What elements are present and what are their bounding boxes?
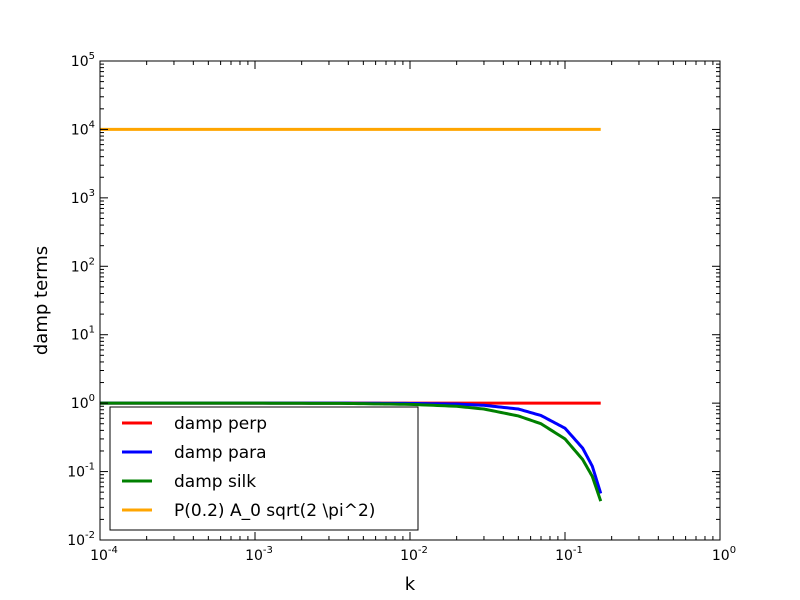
y-tick-label: 105 <box>71 51 95 70</box>
y-tick-label: 104 <box>71 119 95 138</box>
legend-label-3: P(0.2) A_0 sqrt(2 \pi^2) <box>174 501 375 521</box>
x-axis-label: k <box>405 574 416 595</box>
series-layer <box>100 127 603 502</box>
legend-label-1: damp para <box>174 443 267 463</box>
series-line-2 <box>100 401 603 502</box>
x-tick-label: 10-1 <box>555 545 583 564</box>
legend-label-2: damp silk <box>174 472 256 492</box>
legend: damp perp damp para damp silk P(0.2) A_0 sq… <box>109 406 419 531</box>
y-tick-label: 103 <box>71 188 95 207</box>
x-tick-label: 10-3 <box>245 545 273 564</box>
y-tick-label: 101 <box>71 325 95 344</box>
y-axis-label: damp terms <box>31 246 52 355</box>
legend-box <box>109 406 419 531</box>
y-tick-label: 10-1 <box>67 462 95 481</box>
x-tick-label: 100 <box>712 545 736 564</box>
tick-layer: 10-4 10-3 10-2 10-1 100 10-2 10-1 100 101 102 103 1… <box>67 51 736 564</box>
y-tick-label: 102 <box>71 256 95 275</box>
x-tick-label: 10-4 <box>90 545 118 564</box>
y-tick-label: 100 <box>71 393 95 412</box>
legend-label-0: damp perp <box>174 414 267 434</box>
x-tick-label: 10-2 <box>400 545 428 564</box>
y-tick-label: 10-2 <box>67 530 95 549</box>
